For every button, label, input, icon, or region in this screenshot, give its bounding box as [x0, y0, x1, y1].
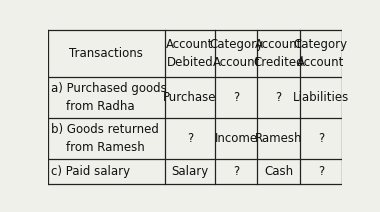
Text: Liabilities: Liabilities [293, 91, 349, 104]
Text: Ramesh: Ramesh [255, 132, 302, 145]
Text: Account
Debited: Account Debited [166, 38, 214, 69]
Text: b) Goods returned
    from Ramesh: b) Goods returned from Ramesh [51, 123, 159, 154]
Text: Income: Income [215, 132, 258, 145]
Text: ?: ? [187, 132, 193, 145]
Text: ?: ? [318, 165, 324, 178]
Text: Salary: Salary [171, 165, 209, 178]
Text: Cash: Cash [264, 165, 293, 178]
Text: c) Paid salary: c) Paid salary [51, 165, 130, 178]
Text: Account
Credited: Account Credited [253, 38, 304, 69]
Text: Category
Account: Category Account [209, 38, 263, 69]
Text: Purchase: Purchase [163, 91, 217, 104]
Text: a) Purchased goods
    from Radha: a) Purchased goods from Radha [51, 82, 167, 113]
Text: ?: ? [233, 91, 239, 104]
Text: ?: ? [318, 132, 324, 145]
Text: ?: ? [233, 165, 239, 178]
Text: Category
Account: Category Account [294, 38, 348, 69]
Text: ?: ? [276, 91, 282, 104]
Text: Transactions: Transactions [69, 47, 143, 60]
